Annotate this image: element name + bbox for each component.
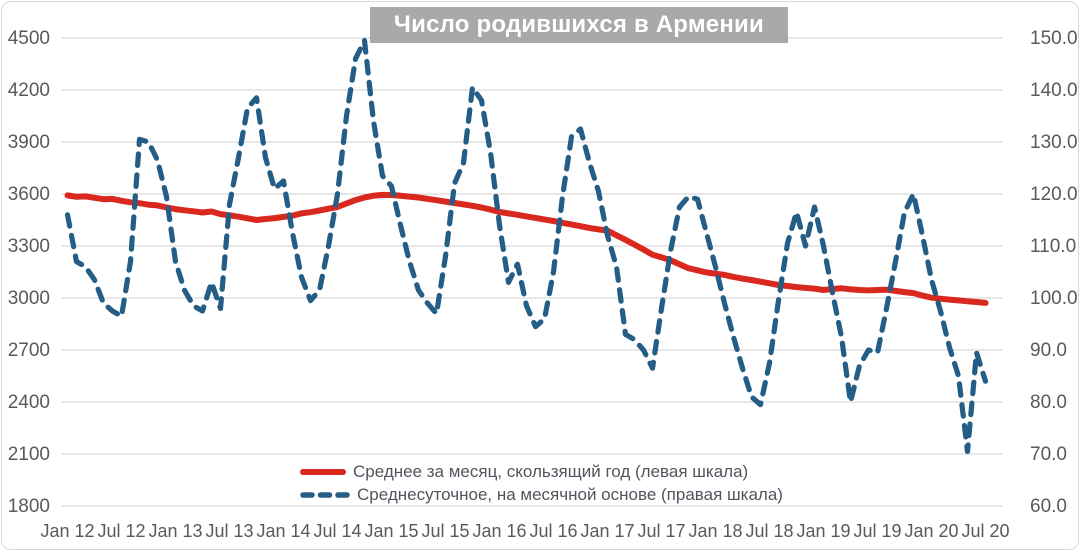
y-axis-tick-label-right: 110.0 — [1030, 236, 1076, 257]
y-axis-tick-label-left: 3000 — [8, 288, 50, 309]
x-axis-tick-label: Jul 17 — [637, 521, 685, 541]
y-axis-tick-label-left: 1800 — [8, 496, 50, 517]
y-axis-tick-label-right: 150.0 — [1030, 28, 1078, 49]
y-axis-tick-label-left: 4200 — [8, 80, 50, 101]
x-axis-tick-label: Jan 13 — [148, 521, 202, 541]
legend-item-label: Среднесуточное, на месячной основе (прав… — [357, 485, 783, 504]
y-axis-tick-label-left: 3900 — [8, 132, 50, 153]
solid-line-swatch-icon — [300, 469, 346, 475]
y-axis-tick-label-right: 60.0 — [1030, 496, 1067, 517]
x-axis-tick-label: Jul 18 — [745, 521, 793, 541]
y-axis-tick-label-right: 140.0 — [1030, 80, 1078, 101]
y-axis-tick-label-left: 3600 — [8, 184, 50, 205]
x-axis-tick-label: Jul 20 — [961, 521, 1009, 541]
dashed-line-swatch-icon — [300, 492, 350, 498]
legend-item-monthly-average: Среднее за месяц, скользящий год (левая … — [300, 461, 783, 483]
y-axis-tick-label-left: 2100 — [8, 444, 50, 465]
series-line-daily-average — [64, 37, 989, 454]
x-axis-tick-label: Jan 14 — [256, 521, 310, 541]
x-axis-tick-label: Jan 16 — [472, 521, 526, 541]
legend-item-label: Среднее за месяц, скользящий год (левая … — [353, 462, 749, 481]
y-axis-tick-label-right: 100.0 — [1030, 288, 1078, 309]
y-axis-tick-label-right: 120.0 — [1030, 184, 1078, 205]
x-axis-tick-label: Jan 20 — [904, 521, 958, 541]
x-axis-tick-label: Jan 12 — [40, 521, 94, 541]
x-axis-tick-label: Jul 16 — [529, 521, 577, 541]
legend: Среднее за месяц, скользящий год (левая … — [300, 461, 783, 506]
chart-title: Число родившихся в Армении — [370, 7, 788, 43]
y-axis-tick-label-left: 3300 — [8, 236, 50, 257]
x-axis-tick-label: Jul 12 — [97, 521, 145, 541]
x-axis-tick-label: Jul 15 — [421, 521, 469, 541]
y-axis-tick-label-left: 2400 — [8, 392, 50, 413]
y-axis-tick-label-right: 90.0 — [1030, 340, 1067, 361]
y-axis-tick-label-left: 2700 — [8, 340, 50, 361]
y-axis-tick-label-right: 130.0 — [1030, 132, 1078, 153]
x-axis-tick-label: Jan 15 — [364, 521, 418, 541]
x-axis-tick-label: Jan 18 — [688, 521, 742, 541]
y-axis-tick-label-left: 4500 — [8, 28, 50, 49]
x-axis-tick-label: Jul 13 — [205, 521, 253, 541]
series-line-monthly-average — [64, 191, 989, 306]
x-axis-tick-label: Jan 17 — [580, 521, 634, 541]
x-axis-tick-label: Jul 19 — [853, 521, 901, 541]
x-axis-tick-label: Jul 14 — [313, 521, 361, 541]
y-axis-tick-label-right: 80.0 — [1030, 392, 1067, 413]
x-axis-tick-label: Jan 19 — [796, 521, 850, 541]
legend-item-daily-average: Среднесуточное, на месячной основе (прав… — [300, 484, 783, 506]
y-axis-tick-label-right: 70.0 — [1030, 444, 1067, 465]
